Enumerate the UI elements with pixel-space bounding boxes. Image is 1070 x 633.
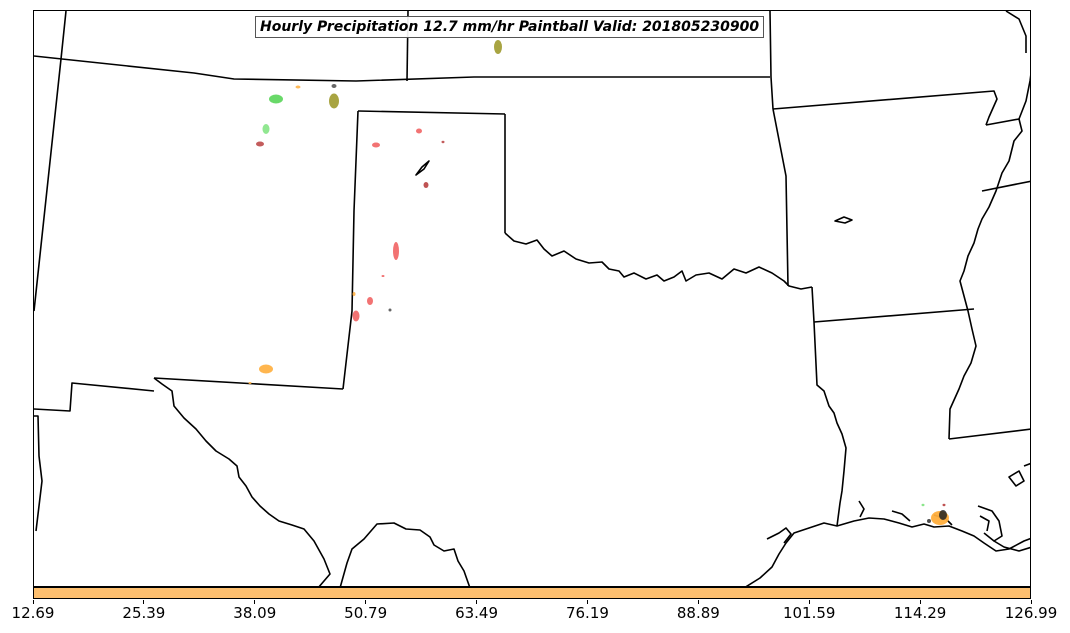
colorbar-tick-label: 12.69 [11, 604, 55, 622]
colorbar-ticks: 12.69 25.39 38.09 50.79 63.49 76.19 88.89 101.5… [0, 600, 1070, 630]
colorbar-tick-label: 63.49 [455, 604, 499, 622]
colorbar-tick-label: 88.89 [676, 604, 720, 622]
coast-inlet-3 [891, 510, 911, 522]
precip-blob [393, 242, 399, 260]
precip-blob [423, 182, 429, 188]
boundary-ks-mo [769, 11, 774, 110]
boundary-ar-la [813, 308, 975, 323]
big-bend-coast [339, 522, 471, 586]
precip-blob [259, 364, 273, 374]
boundary-nm-tx-west [342, 110, 359, 390]
colorbar-tick-label: 50.79 [344, 604, 388, 622]
mississippi-river [948, 118, 1023, 440]
az-boundary-border [34, 415, 43, 532]
colorbar-tick-label: 25.39 [122, 604, 166, 622]
colorbar-tick-mark [697, 600, 699, 604]
gulf-coast [745, 517, 1030, 586]
colorbar-tick-mark [32, 600, 34, 604]
boundary-tn-ms [981, 180, 1030, 192]
boundary-tx-la [811, 286, 847, 527]
coast-inlet-1 [766, 527, 792, 544]
precip-blob [388, 308, 392, 312]
coast-lake-1 [1008, 470, 1025, 487]
precip-blob [416, 128, 422, 134]
precip-blob [367, 297, 373, 305]
precip-blob [262, 124, 270, 134]
colorbar-tick-label: 76.19 [565, 604, 609, 622]
colorbar-tick-mark [586, 600, 588, 604]
precip-blob [329, 93, 339, 109]
colorbar-tick-mark [143, 600, 145, 604]
colorbar [33, 587, 1031, 599]
colorbar-tick-label: 126.99 [1004, 604, 1058, 622]
boundary-ok-panhandle-north [357, 110, 506, 115]
precip-blob [921, 503, 925, 507]
precip-blob [372, 142, 380, 148]
colorbar-tick-mark [808, 600, 810, 604]
colorbar-tick-mark [1030, 600, 1032, 604]
boundary-red-river [504, 232, 813, 290]
boundary-la-ms-south [948, 428, 1030, 440]
colorbar-tick-mark [365, 600, 367, 604]
precip-blob [494, 40, 502, 54]
colorbar-tick-mark [254, 600, 256, 604]
boundary-ne-corner [1005, 11, 1027, 53]
precip-blob [295, 85, 301, 89]
coast-lake-2 [1023, 462, 1030, 467]
precip-blob [352, 292, 356, 296]
boundary-nm-tx-south [153, 377, 344, 390]
coast-inlet-2 [858, 500, 865, 518]
boundary-nm-az [34, 382, 155, 412]
map-title: Hourly Precipitation 12.7 mm/hr Paintbal… [255, 16, 765, 38]
boundary-ar-mo [772, 90, 998, 126]
arkansas-lake-outline [834, 216, 853, 224]
colorbar-tick-label: 114.29 [893, 604, 947, 622]
precip-blob [939, 510, 947, 520]
precip-blob [942, 503, 946, 507]
precip-blob [269, 94, 283, 104]
map-panel: Hourly Precipitation 12.7 mm/hr Paintbal… [33, 10, 1031, 587]
bayou-marsh [977, 505, 1003, 542]
precip-blob [331, 84, 337, 88]
coast-inlet-5 [979, 515, 990, 532]
rio-grande [153, 377, 331, 586]
boundary-ok-ar [772, 108, 789, 287]
colorbar-tick-mark [476, 600, 478, 604]
panhandle-lake-outline [415, 160, 430, 176]
boundary-co-nm-north [34, 55, 770, 82]
precip-blob [248, 382, 252, 384]
precip-blob [352, 310, 360, 322]
precip-blob [381, 275, 385, 277]
map-canvas [34, 11, 1030, 586]
precip-blob [927, 519, 931, 523]
precip-blob [256, 141, 264, 147]
ms-river-delta [993, 540, 1030, 552]
precip-blob [441, 140, 445, 144]
colorbar-tick-label: 101.59 [782, 604, 836, 622]
colorbar-tick-mark [919, 600, 921, 604]
boundary-ms-river-north [1018, 74, 1030, 120]
colorbar-tick-label: 38.09 [233, 604, 277, 622]
